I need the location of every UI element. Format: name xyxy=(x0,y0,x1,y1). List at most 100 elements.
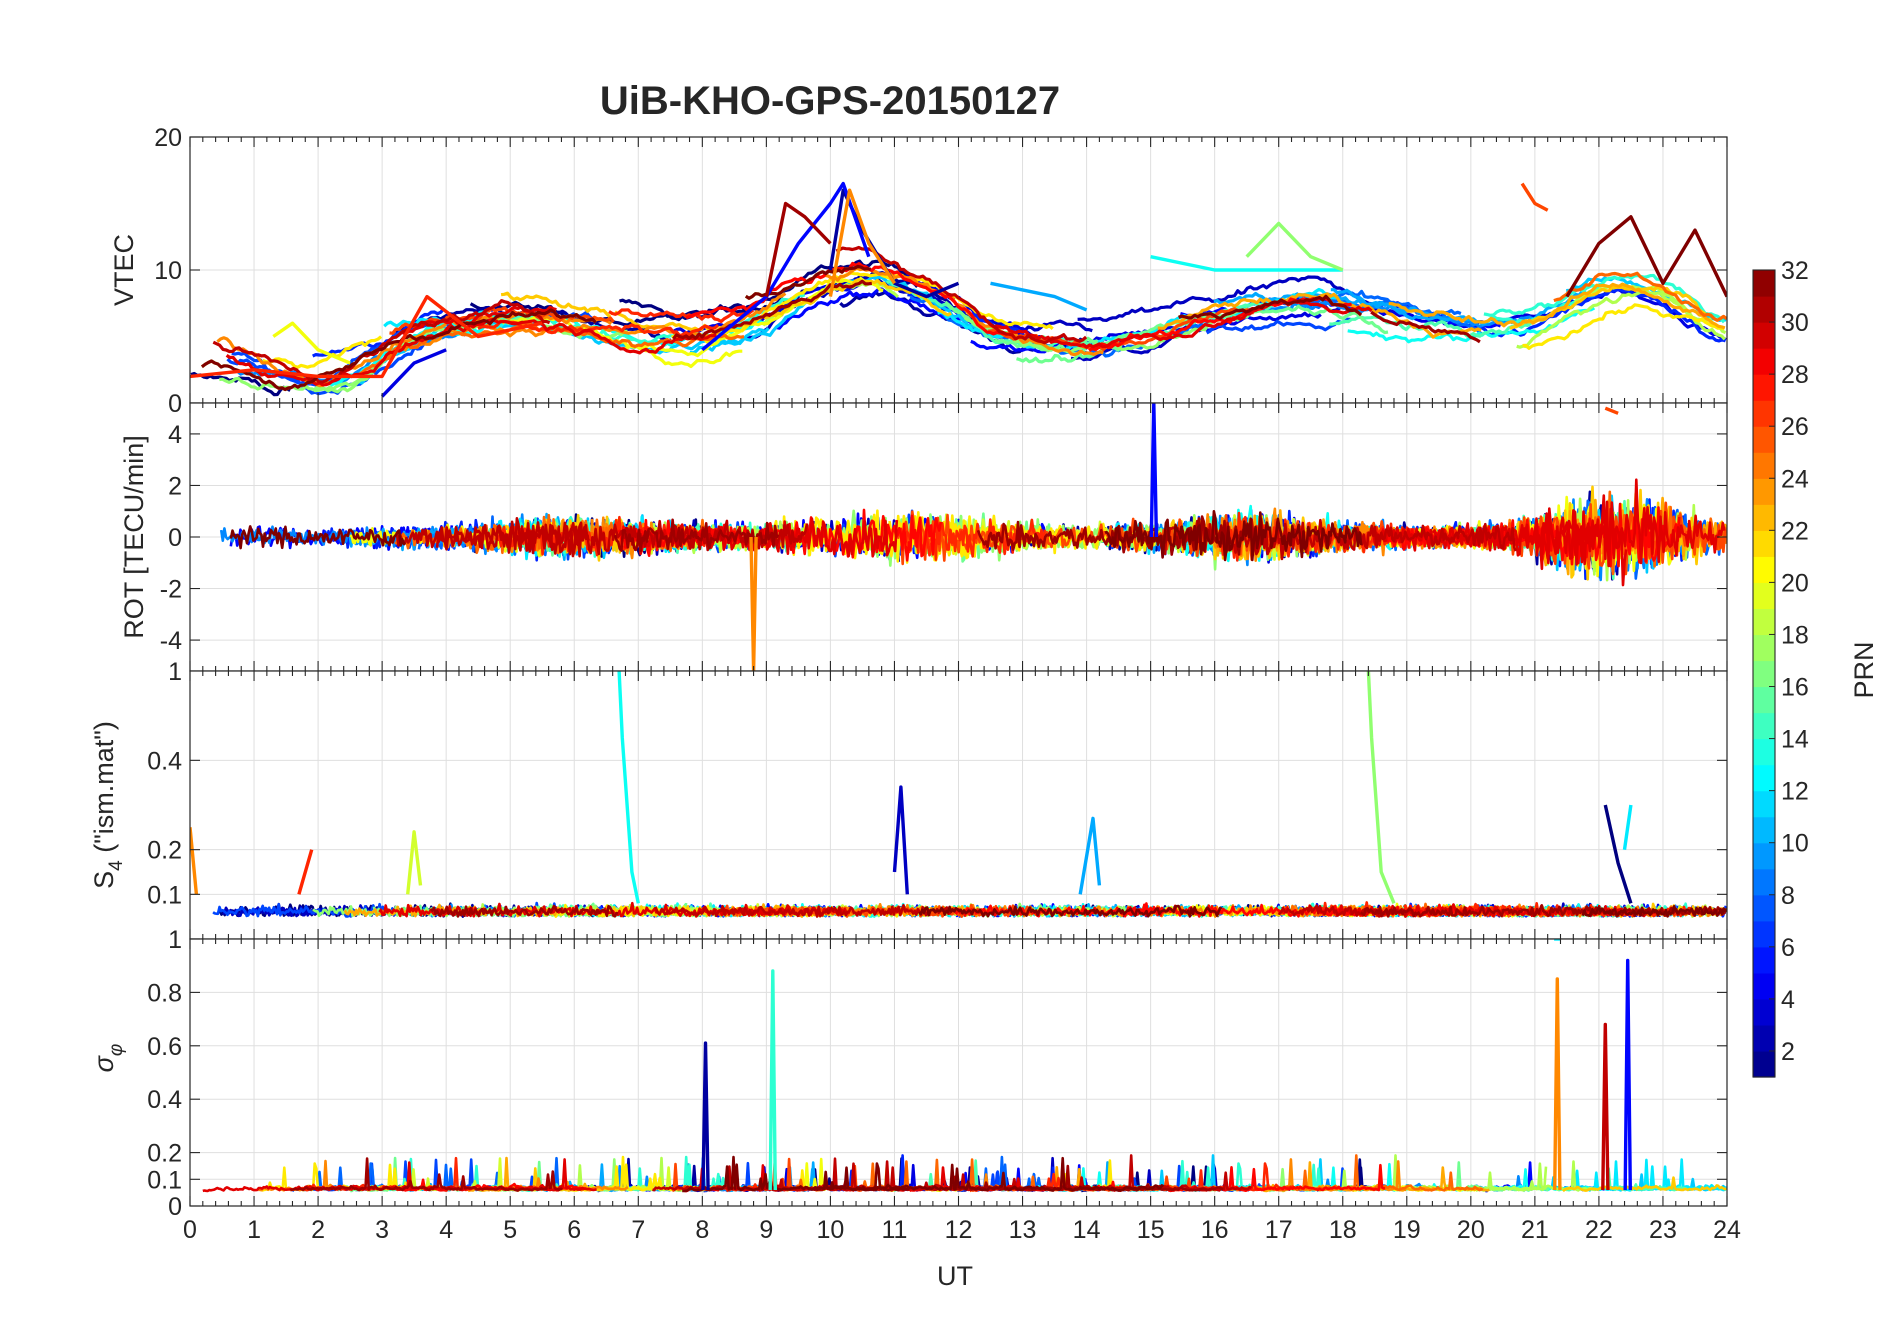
series-line-prn-14 xyxy=(1483,273,1726,324)
colorbar-segment xyxy=(1753,634,1775,662)
colorbar-segment xyxy=(1753,868,1775,896)
x-tick-label: 24 xyxy=(1713,1216,1741,1244)
series-line-prn-31 xyxy=(1370,310,1481,344)
series-line-prn-31 xyxy=(429,904,619,918)
y-tick-label: 0 xyxy=(168,1193,182,1221)
series-line-prn-22 xyxy=(614,278,952,334)
x-tick-label: 22 xyxy=(1585,1216,1613,1244)
x-tick-label: 3 xyxy=(375,1216,389,1244)
series-line-prn-29 xyxy=(986,298,1373,349)
colorbar-tick-label: 26 xyxy=(1781,413,1809,441)
x-tick-label: 2 xyxy=(311,1216,325,1244)
feature-series-prn-30 xyxy=(1601,1022,1610,1191)
colorbar-segment xyxy=(1753,322,1775,349)
x-tick-labels: 0 1 2 3 4 5 6 7 8 9 10 11 12 13 14 15 16 17 18 19 20 21 22 23 24 xyxy=(183,1216,1741,1244)
series-line-prn-29 xyxy=(402,317,717,355)
series-line-prn-18 xyxy=(1475,1160,1598,1192)
x-tick-label: 5 xyxy=(503,1216,517,1244)
colorbar-segment xyxy=(1753,296,1775,323)
colorbar-segment xyxy=(1753,426,1775,453)
colorbar-segment xyxy=(1753,556,1775,583)
feature-series-prn-24 xyxy=(1553,977,1562,1191)
s4-label-main: S xyxy=(89,871,119,889)
series-line-prn-18 xyxy=(1516,285,1726,349)
x-axis-label: UT xyxy=(937,1261,973,1291)
feature-series-prn-32 xyxy=(1565,215,1727,298)
colorbar-segment xyxy=(1753,582,1775,610)
panel-vtec: 0 10 20 xyxy=(154,124,1728,418)
series-line-prn-31 xyxy=(672,279,873,340)
feature-series-prn-19 xyxy=(406,830,423,895)
feature-series-prn-24 xyxy=(190,827,199,895)
series-line-prn-31 xyxy=(289,1157,563,1192)
colorbar-segment xyxy=(1753,530,1775,557)
series-line-prn-32 xyxy=(918,904,1223,918)
feature-series-prn-4 xyxy=(380,348,447,398)
x-tick-label: 18 xyxy=(1329,1216,1357,1244)
colorbar-segment xyxy=(1753,1024,1775,1052)
y-tick-label: 4 xyxy=(168,421,182,449)
colorbar-segment xyxy=(1753,764,1775,792)
x-tick-label: 10 xyxy=(817,1216,845,1244)
data-series xyxy=(190,181,1727,398)
feature-series-prn-26 xyxy=(1520,182,1549,212)
feature-series-prn-3 xyxy=(892,785,909,895)
series-line-prn-7 xyxy=(212,902,406,918)
feature-series-prn-5 xyxy=(1623,958,1632,1191)
series-line-prn-22 xyxy=(500,291,612,319)
series-line-prn-32 xyxy=(1178,294,1363,320)
panel-rot: -4 -2 0 2 4 xyxy=(160,402,1728,672)
colorbar-tick-label: 4 xyxy=(1781,986,1795,1014)
colorbar-segment xyxy=(1753,270,1775,297)
colorbar-tick-label: 20 xyxy=(1781,569,1809,597)
feature-series-prn-10 xyxy=(1078,816,1102,895)
x-tick-label: 19 xyxy=(1393,1216,1421,1244)
series-line-prn-21 xyxy=(262,335,383,369)
series-line-prn-27 xyxy=(608,308,755,324)
y-tick-label: 0.4 xyxy=(147,1086,182,1114)
colorbar-tick-label: 2 xyxy=(1781,1038,1795,1066)
x-tick-label: 8 xyxy=(695,1216,709,1244)
panel-s4: 0.1 0.2 0.4 1 xyxy=(147,658,1728,940)
colorbar-segment xyxy=(1753,504,1775,531)
colorbar-segment xyxy=(1753,478,1775,505)
series-line-prn-31 xyxy=(1360,903,1727,918)
feature-series-prn-26 xyxy=(1604,406,1619,415)
chart-title: UiB-KHO-GPS-20150127 xyxy=(600,79,1060,123)
y-tick-label: 1 xyxy=(168,926,182,954)
y-tick-label: 0.8 xyxy=(147,979,182,1007)
data-series xyxy=(190,671,1727,918)
series-line-prn-32 xyxy=(200,308,597,392)
colorbar-tick-label: 10 xyxy=(1781,830,1809,858)
series-line-prn-22 xyxy=(1562,1176,1727,1193)
colorbar-segment xyxy=(1753,1050,1775,1078)
colorbar-segment xyxy=(1753,920,1775,948)
panel-sigma-phi: 00.10.2 0.4 0.6 0.8 1 xyxy=(147,926,1728,1221)
colorbar-segment xyxy=(1753,374,1775,401)
colorbar-tick-label: 30 xyxy=(1781,309,1809,337)
colorbar-segment xyxy=(1753,894,1775,922)
x-tick-label: 21 xyxy=(1521,1216,1549,1244)
colorbar-segment xyxy=(1753,348,1775,375)
series-line-prn-5 xyxy=(775,287,976,330)
grid-lines xyxy=(189,671,1728,939)
y-tick-label: 0 xyxy=(168,390,182,418)
colorbar-segment xyxy=(1753,998,1775,1026)
colorbar-segment xyxy=(1753,712,1775,740)
x-tick-label: 23 xyxy=(1649,1216,1677,1244)
x-tick-label: 16 xyxy=(1201,1216,1229,1244)
colorbar-segment xyxy=(1753,842,1775,870)
y-tick-label-top: 1 xyxy=(168,658,182,686)
x-tick-label: 14 xyxy=(1073,1216,1101,1244)
colorbar-segment xyxy=(1753,972,1775,1000)
y-tick-label: 20 xyxy=(154,124,182,152)
x-tick-label: 12 xyxy=(945,1216,973,1244)
y-axis-label-sigma-phi: σφ xyxy=(89,1044,127,1073)
y-tick-label: -2 xyxy=(160,576,182,604)
x-tick-label: 17 xyxy=(1265,1216,1293,1244)
series-line-prn-30 xyxy=(654,903,955,918)
feature-series-prn-17 xyxy=(1245,221,1344,272)
colorbar-frame xyxy=(1752,269,1776,1078)
